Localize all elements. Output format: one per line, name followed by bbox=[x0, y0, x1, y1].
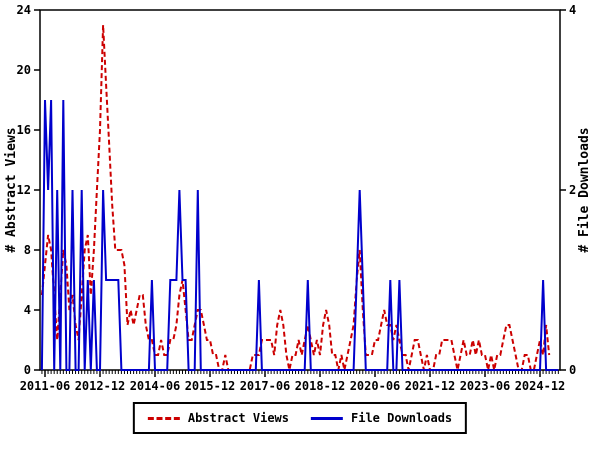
svg-text:2018-12: 2018-12 bbox=[295, 379, 346, 393]
svg-text:# File Downloads: # File Downloads bbox=[577, 127, 592, 252]
svg-text:# Abstract Views: # Abstract Views bbox=[4, 127, 19, 252]
svg-text:0: 0 bbox=[569, 363, 576, 377]
svg-text:4: 4 bbox=[24, 303, 31, 317]
svg-text:2012-12: 2012-12 bbox=[75, 379, 126, 393]
svg-text:2020-06: 2020-06 bbox=[350, 379, 401, 393]
svg-text:0: 0 bbox=[24, 363, 31, 377]
svg-text:2: 2 bbox=[569, 183, 576, 197]
svg-text:8: 8 bbox=[24, 243, 31, 257]
legend-item-file-downloads: File Downloads bbox=[311, 411, 452, 425]
legend: Abstract Views File Downloads bbox=[132, 402, 468, 434]
svg-text:20: 20 bbox=[17, 63, 31, 77]
svg-text:2015-12: 2015-12 bbox=[185, 379, 236, 393]
svg-text:2021-12: 2021-12 bbox=[405, 379, 456, 393]
svg-text:2017-06: 2017-06 bbox=[240, 379, 291, 393]
svg-text:2023-06: 2023-06 bbox=[460, 379, 511, 393]
legend-label-file-downloads: File Downloads bbox=[351, 411, 453, 425]
svg-text:24: 24 bbox=[17, 3, 31, 17]
legend-label-abstract-views: Abstract Views bbox=[187, 411, 289, 425]
legend-item-abstract-views: Abstract Views bbox=[147, 411, 289, 425]
svg-text:12: 12 bbox=[17, 183, 31, 197]
svg-text:16: 16 bbox=[17, 123, 31, 137]
file-downloads-line-sample-icon bbox=[311, 416, 343, 420]
svg-text:2011-06: 2011-06 bbox=[20, 379, 71, 393]
svg-text:4: 4 bbox=[569, 3, 576, 17]
svg-text:2024-12: 2024-12 bbox=[515, 379, 566, 393]
svg-text:2014-06: 2014-06 bbox=[130, 379, 181, 393]
abstract-views-line-sample-icon bbox=[147, 416, 180, 420]
